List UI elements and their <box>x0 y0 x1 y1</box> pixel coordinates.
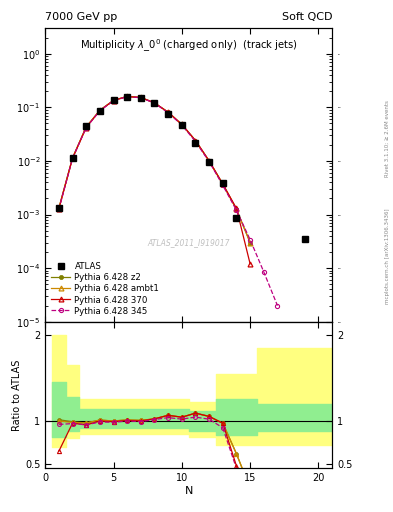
Pythia 6.428 z2 <box>70 155 75 161</box>
Pythia 6.428 345 <box>261 269 266 275</box>
Pythia 6.428 345 <box>70 156 75 162</box>
Pythia 6.428 ambt1 <box>234 206 239 212</box>
Pythia 6.428 370 <box>57 206 61 212</box>
ATLAS <box>70 155 75 161</box>
Pythia 6.428 z2 <box>193 138 198 144</box>
Pythia 6.428 ambt1 <box>193 138 198 144</box>
Pythia 6.428 345 <box>220 182 225 188</box>
Pythia 6.428 370 <box>234 205 239 211</box>
Pythia 6.428 ambt1 <box>248 240 252 246</box>
Pythia 6.428 z2 <box>57 205 61 211</box>
Pythia 6.428 345 <box>166 110 171 116</box>
Pythia 6.428 370 <box>207 158 211 164</box>
Pythia 6.428 345 <box>57 206 61 212</box>
Legend: ATLAS, Pythia 6.428 z2, Pythia 6.428 ambt1, Pythia 6.428 370, Pythia 6.428 345: ATLAS, Pythia 6.428 z2, Pythia 6.428 amb… <box>50 260 161 317</box>
Pythia 6.428 370 <box>70 155 75 161</box>
Text: Multiplicity $\lambda\_0^0$ (charged only)  (track jets): Multiplicity $\lambda\_0^0$ (charged onl… <box>80 37 298 54</box>
Pythia 6.428 ambt1 <box>152 100 157 106</box>
Pythia 6.428 ambt1 <box>138 94 143 100</box>
Pythia 6.428 z2 <box>180 121 184 127</box>
ATLAS <box>125 94 130 100</box>
Pythia 6.428 ambt1 <box>97 107 102 113</box>
Pythia 6.428 370 <box>220 181 225 187</box>
Pythia 6.428 ambt1 <box>220 181 225 187</box>
Text: ATLAS_2011_I919017: ATLAS_2011_I919017 <box>147 238 230 247</box>
Pythia 6.428 ambt1 <box>57 205 61 211</box>
Pythia 6.428 370 <box>97 108 102 114</box>
Text: Soft QCD: Soft QCD <box>282 12 332 22</box>
ATLAS <box>84 123 88 130</box>
Text: Rivet 3.1.10; ≥ 2.6M events: Rivet 3.1.10; ≥ 2.6M events <box>385 100 390 177</box>
Pythia 6.428 z2 <box>84 124 88 130</box>
Pythia 6.428 370 <box>180 121 184 127</box>
Pythia 6.428 370 <box>84 124 88 131</box>
Pythia 6.428 ambt1 <box>111 97 116 103</box>
Pythia 6.428 ambt1 <box>84 124 88 130</box>
Pythia 6.428 370 <box>138 95 143 101</box>
Line: Pythia 6.428 345: Pythia 6.428 345 <box>57 95 279 308</box>
Pythia 6.428 345 <box>111 98 116 104</box>
Text: 7000 GeV pp: 7000 GeV pp <box>45 12 118 22</box>
Pythia 6.428 z2 <box>234 206 239 212</box>
ATLAS <box>234 215 239 221</box>
Pythia 6.428 z2 <box>220 181 225 187</box>
Pythia 6.428 345 <box>97 108 102 114</box>
Pythia 6.428 370 <box>166 109 171 115</box>
Pythia 6.428 z2 <box>166 109 171 115</box>
Line: Pythia 6.428 ambt1: Pythia 6.428 ambt1 <box>57 94 253 245</box>
Line: ATLAS: ATLAS <box>56 94 308 242</box>
Pythia 6.428 345 <box>248 237 252 243</box>
ATLAS <box>207 159 211 165</box>
ATLAS <box>152 100 157 106</box>
Pythia 6.428 345 <box>193 138 198 144</box>
Pythia 6.428 z2 <box>111 97 116 103</box>
Pythia 6.428 ambt1 <box>70 155 75 161</box>
Pythia 6.428 370 <box>193 138 198 144</box>
Pythia 6.428 ambt1 <box>166 109 171 115</box>
Pythia 6.428 345 <box>125 94 130 100</box>
ATLAS <box>97 108 102 114</box>
ATLAS <box>193 139 198 145</box>
Pythia 6.428 ambt1 <box>207 158 211 164</box>
Pythia 6.428 345 <box>180 122 184 128</box>
Line: Pythia 6.428 370: Pythia 6.428 370 <box>57 94 253 266</box>
Pythia 6.428 345 <box>275 303 280 309</box>
Pythia 6.428 345 <box>234 207 239 214</box>
ATLAS <box>180 122 184 129</box>
Pythia 6.428 345 <box>207 159 211 165</box>
ATLAS <box>220 180 225 186</box>
X-axis label: N: N <box>184 486 193 496</box>
Pythia 6.428 z2 <box>152 100 157 106</box>
ATLAS <box>302 236 307 242</box>
ATLAS <box>138 95 143 101</box>
Text: mcplots.cern.ch [arXiv:1306.3436]: mcplots.cern.ch [arXiv:1306.3436] <box>385 208 390 304</box>
Pythia 6.428 370 <box>152 100 157 106</box>
Pythia 6.428 370 <box>125 94 130 100</box>
Pythia 6.428 z2 <box>248 240 252 246</box>
Line: Pythia 6.428 z2: Pythia 6.428 z2 <box>57 94 252 245</box>
ATLAS <box>57 205 61 211</box>
Pythia 6.428 370 <box>111 97 116 103</box>
Pythia 6.428 345 <box>84 124 88 131</box>
Pythia 6.428 ambt1 <box>180 121 184 127</box>
Pythia 6.428 z2 <box>125 93 130 99</box>
Pythia 6.428 z2 <box>207 158 211 164</box>
Y-axis label: Ratio to ATLAS: Ratio to ATLAS <box>12 359 22 431</box>
Pythia 6.428 z2 <box>138 94 143 100</box>
Pythia 6.428 345 <box>138 95 143 101</box>
ATLAS <box>166 111 171 117</box>
ATLAS <box>111 97 116 103</box>
Pythia 6.428 z2 <box>97 107 102 113</box>
Pythia 6.428 ambt1 <box>125 93 130 99</box>
Pythia 6.428 370 <box>248 261 252 267</box>
Pythia 6.428 345 <box>152 100 157 106</box>
